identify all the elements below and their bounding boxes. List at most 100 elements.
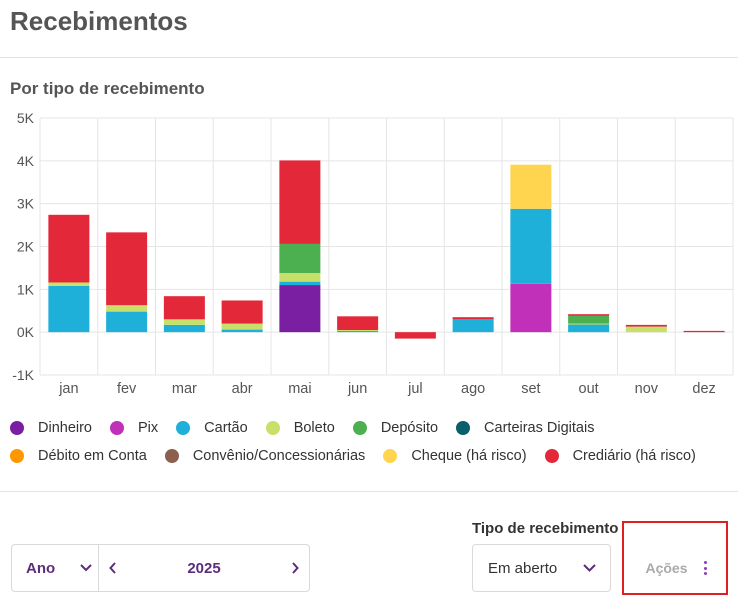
legend-color-dot bbox=[164, 448, 179, 463]
next-year-button[interactable] bbox=[291, 562, 299, 574]
bar-segment bbox=[163, 296, 205, 320]
legend-item[interactable]: Cartão bbox=[176, 418, 248, 437]
bar-segment bbox=[683, 330, 725, 333]
bar-segment bbox=[48, 214, 90, 283]
legend-label: Pix bbox=[138, 419, 159, 436]
bar-segment bbox=[221, 323, 263, 330]
legend-item[interactable]: Pix bbox=[110, 418, 158, 437]
legend-color-dot bbox=[383, 448, 398, 463]
period-select-value: Ano bbox=[26, 559, 56, 577]
receipt-type-label: Tipo de recebimento bbox=[472, 520, 619, 537]
x-tick-label: jul bbox=[407, 381, 423, 397]
legend-color-dot bbox=[544, 448, 559, 463]
bar-segment bbox=[452, 317, 494, 320]
bar-segment bbox=[510, 208, 552, 284]
legend-item[interactable]: Débito em Conta bbox=[10, 446, 147, 465]
x-tick-label: mar bbox=[172, 381, 197, 397]
y-tick-label: 4K bbox=[17, 153, 35, 169]
y-tick-label: 5K bbox=[17, 110, 35, 126]
bar-segment bbox=[279, 273, 321, 282]
divider bbox=[0, 491, 738, 492]
divider bbox=[0, 57, 738, 58]
bar-segment bbox=[48, 285, 90, 333]
x-tick-label: nov bbox=[635, 381, 659, 397]
bar-segment bbox=[279, 243, 321, 274]
legend-label: Crediário (há risco) bbox=[572, 447, 696, 464]
bar-segment bbox=[625, 324, 667, 327]
bar-segment bbox=[221, 300, 263, 324]
x-tick-label: dez bbox=[692, 381, 715, 397]
year-value: 2025 bbox=[187, 559, 221, 577]
previous-year-button[interactable] bbox=[109, 562, 117, 574]
section-title: Por tipo de recebimento bbox=[10, 79, 205, 98]
bar-segment bbox=[337, 316, 379, 331]
chevron-right-icon bbox=[292, 562, 299, 574]
actions-button[interactable]: Ações bbox=[628, 545, 724, 591]
legend-item[interactable]: Depósito bbox=[352, 418, 439, 437]
bar-segment bbox=[510, 164, 552, 209]
chevron-down-icon bbox=[80, 564, 92, 572]
legend-label: Débito em Conta bbox=[38, 447, 147, 464]
bar-segment bbox=[279, 285, 321, 333]
legend-label: Convênio/Concessionárias bbox=[192, 447, 366, 464]
bar-segment bbox=[510, 283, 552, 333]
year-navigator: 2025 bbox=[98, 544, 310, 592]
bar-segment bbox=[279, 281, 321, 286]
bar-segment bbox=[48, 282, 90, 286]
legend-color-dot bbox=[265, 420, 280, 435]
x-tick-label: jun bbox=[347, 381, 367, 397]
period-select[interactable]: Ano bbox=[11, 544, 98, 592]
legend-label: Boleto bbox=[293, 419, 335, 436]
legend-color-dot bbox=[10, 420, 24, 435]
bar-segment bbox=[568, 315, 610, 324]
bar-segment bbox=[337, 330, 379, 332]
legend-label: Carteiras Digitais bbox=[484, 419, 595, 436]
legend-label: Dinheiro bbox=[38, 419, 92, 436]
bar-segment bbox=[568, 323, 610, 325]
legend-label: Cheque (há risco) bbox=[411, 447, 527, 464]
bar-segment bbox=[568, 324, 610, 333]
x-tick-label: abr bbox=[232, 381, 253, 397]
legend-item[interactable]: Dinheiro bbox=[10, 418, 92, 437]
y-tick-label: 1K bbox=[17, 281, 35, 297]
actions-label: Ações bbox=[645, 560, 688, 576]
page-title: Recebimentos bbox=[10, 6, 188, 36]
receipt-type-value: Em aberto bbox=[488, 559, 558, 577]
bar-segment bbox=[452, 319, 494, 333]
bar-segment bbox=[394, 332, 436, 339]
legend-item[interactable]: Boleto bbox=[265, 418, 335, 437]
bar-segment bbox=[221, 329, 263, 333]
bar-segment bbox=[279, 160, 321, 244]
legend-color-dot bbox=[456, 420, 471, 435]
bar-segment bbox=[625, 326, 667, 333]
chevron-left-icon bbox=[109, 562, 116, 574]
more-vertical-icon bbox=[703, 561, 707, 575]
x-tick-label: out bbox=[579, 381, 599, 397]
legend-item[interactable]: Cheque (há risco) bbox=[383, 446, 527, 465]
highlight-box bbox=[622, 521, 728, 595]
bar-segment bbox=[163, 319, 205, 325]
legend-item[interactable]: Convênio/Concessionárias bbox=[164, 446, 366, 465]
bar-segment bbox=[106, 305, 148, 312]
legend-item[interactable]: Crediário (há risco) bbox=[544, 446, 696, 465]
bar-segment bbox=[568, 314, 610, 316]
legend-label: Depósito bbox=[380, 419, 439, 436]
legend-color-dot bbox=[352, 420, 367, 435]
chevron-down-icon bbox=[583, 564, 596, 572]
legend-item[interactable]: Carteiras Digitais bbox=[456, 418, 594, 437]
chart-legend: Dinheiro Pix Cartão Boleto Depósito Carteiras… bbox=[10, 418, 730, 465]
x-tick-label: ago bbox=[461, 381, 485, 397]
y-tick-label: 3K bbox=[17, 196, 35, 212]
x-tick-label: set bbox=[521, 381, 540, 397]
legend-color-dot bbox=[176, 420, 191, 435]
bar-segment bbox=[163, 324, 205, 333]
receipt-type-select[interactable]: Em aberto bbox=[472, 544, 611, 592]
stacked-bar-chart: 5K 4K 3K 2K 1K 0K -1K jan fev mar abr mai jun jul ago s… bbox=[12, 110, 734, 397]
bar-segment bbox=[106, 311, 148, 333]
y-tick-label: -1K bbox=[12, 367, 34, 383]
legend-color-dot bbox=[10, 448, 24, 463]
x-tick-label: mai bbox=[288, 381, 311, 397]
legend-color-dot bbox=[110, 420, 124, 435]
y-tick-label: 0K bbox=[17, 324, 35, 340]
bar-segment bbox=[337, 330, 379, 333]
